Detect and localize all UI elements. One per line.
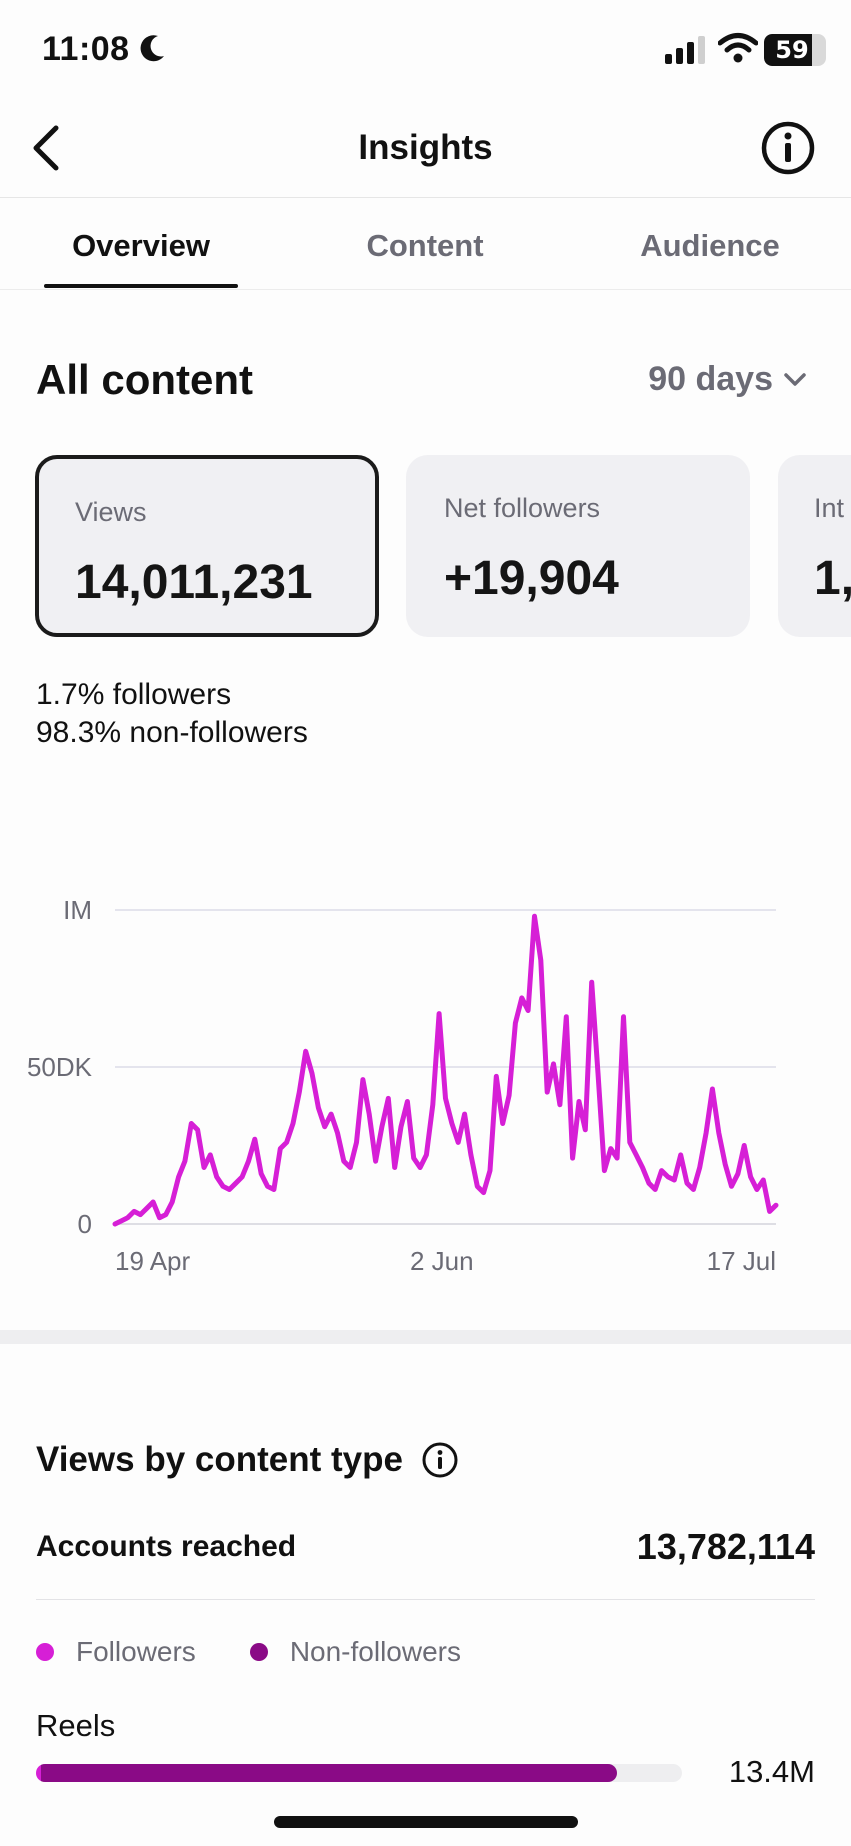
non-followers-split-label: non-followers bbox=[129, 716, 308, 749]
views-by-content-type-heading: Views by content type bbox=[36, 1440, 459, 1480]
date-range-value: 90 days bbox=[648, 360, 773, 398]
content-type-legend: Followers Non-followers bbox=[36, 1636, 461, 1668]
home-indicator bbox=[274, 1816, 578, 1828]
followers-pct: 1.7% bbox=[36, 678, 105, 711]
y-tick-label: 50DK bbox=[27, 1052, 93, 1082]
chevron-down-icon bbox=[784, 372, 806, 386]
page-title: Insights bbox=[358, 128, 493, 167]
accounts-reached-label: Accounts reached bbox=[36, 1530, 297, 1563]
reels-views-bar bbox=[36, 1764, 682, 1782]
content-type-label-reels: Reels bbox=[36, 1708, 116, 1743]
y-tick-label: IM bbox=[63, 895, 92, 925]
x-tick-label: 2 Jun bbox=[410, 1246, 474, 1276]
followers-segment bbox=[36, 1764, 41, 1782]
views-by-content-type-title: Views by content type bbox=[36, 1440, 403, 1479]
section-divider bbox=[0, 1330, 851, 1344]
metric-card-net-followers[interactable]: Net followers +19,904 bbox=[406, 455, 750, 637]
date-range-dropdown[interactable]: 90 days bbox=[648, 360, 807, 399]
info-circle-icon[interactable] bbox=[760, 120, 816, 176]
views-series-line bbox=[112, 913, 779, 1227]
battery-icon: 59 bbox=[764, 34, 826, 66]
views-line-chart: IM 50DK 0 19 Apr 2 Jun 17 Jul bbox=[27, 895, 779, 1276]
metric-card-interactions[interactable]: Int 1, bbox=[778, 455, 851, 637]
metric-value: 1, bbox=[814, 552, 851, 605]
non-followers-pct: 98.3% bbox=[36, 716, 122, 749]
info-circle-icon[interactable] bbox=[421, 1441, 459, 1479]
metric-label: Views bbox=[75, 497, 147, 527]
top-nav: Insights bbox=[0, 100, 851, 198]
cellular-signal-icon bbox=[665, 36, 705, 64]
tab-content[interactable]: Content bbox=[366, 228, 484, 263]
accounts-reached-value: 13,782,114 bbox=[636, 1526, 815, 1567]
metric-value: 14,011,231 bbox=[75, 556, 313, 609]
legend-label: Non-followers bbox=[289, 1636, 461, 1667]
reels-views-value: 13.4M bbox=[728, 1754, 815, 1789]
followers-split-label: followers bbox=[112, 678, 232, 711]
moon-icon bbox=[140, 35, 164, 62]
status-time: 11:08 bbox=[42, 30, 130, 68]
non-followers-segment bbox=[41, 1764, 617, 1782]
non-followers-dot bbox=[249, 1643, 268, 1661]
metric-card-views[interactable]: Views 14,011,231 bbox=[35, 455, 379, 637]
active-tab-indicator bbox=[44, 284, 238, 288]
tab-bar: Overview Content Audience bbox=[0, 198, 851, 290]
non-followers-split: 98.3% non-followers bbox=[36, 714, 308, 752]
legend-label: Followers bbox=[76, 1636, 196, 1667]
audience-split: 1.7% followers 98.3% non-followers bbox=[36, 676, 308, 752]
followers-dot bbox=[36, 1643, 54, 1661]
chevron-left-icon[interactable] bbox=[24, 120, 74, 176]
accounts-reached-row: Accounts reached 13,782,114 bbox=[36, 1520, 815, 1600]
x-tick-label: 17 Jul bbox=[707, 1246, 776, 1276]
x-tick-label: 19 Apr bbox=[115, 1246, 191, 1276]
legend-followers: Followers bbox=[36, 1636, 196, 1668]
metric-value: +19,904 bbox=[444, 552, 619, 605]
wifi-icon bbox=[718, 33, 758, 63]
followers-split: 1.7% followers bbox=[36, 676, 308, 714]
section-title: All content bbox=[36, 356, 253, 403]
legend-non-followers: Non-followers bbox=[249, 1636, 461, 1668]
metric-label: Net followers bbox=[444, 493, 601, 523]
metric-label: Int bbox=[814, 493, 845, 523]
tab-overview[interactable]: Overview bbox=[72, 228, 210, 263]
y-tick-label: 0 bbox=[78, 1209, 92, 1239]
status-bar: 11:08 59 bbox=[0, 0, 851, 100]
battery-percent: 59 bbox=[775, 36, 809, 64]
tab-audience[interactable]: Audience bbox=[640, 228, 780, 263]
battery-level bbox=[764, 34, 812, 66]
